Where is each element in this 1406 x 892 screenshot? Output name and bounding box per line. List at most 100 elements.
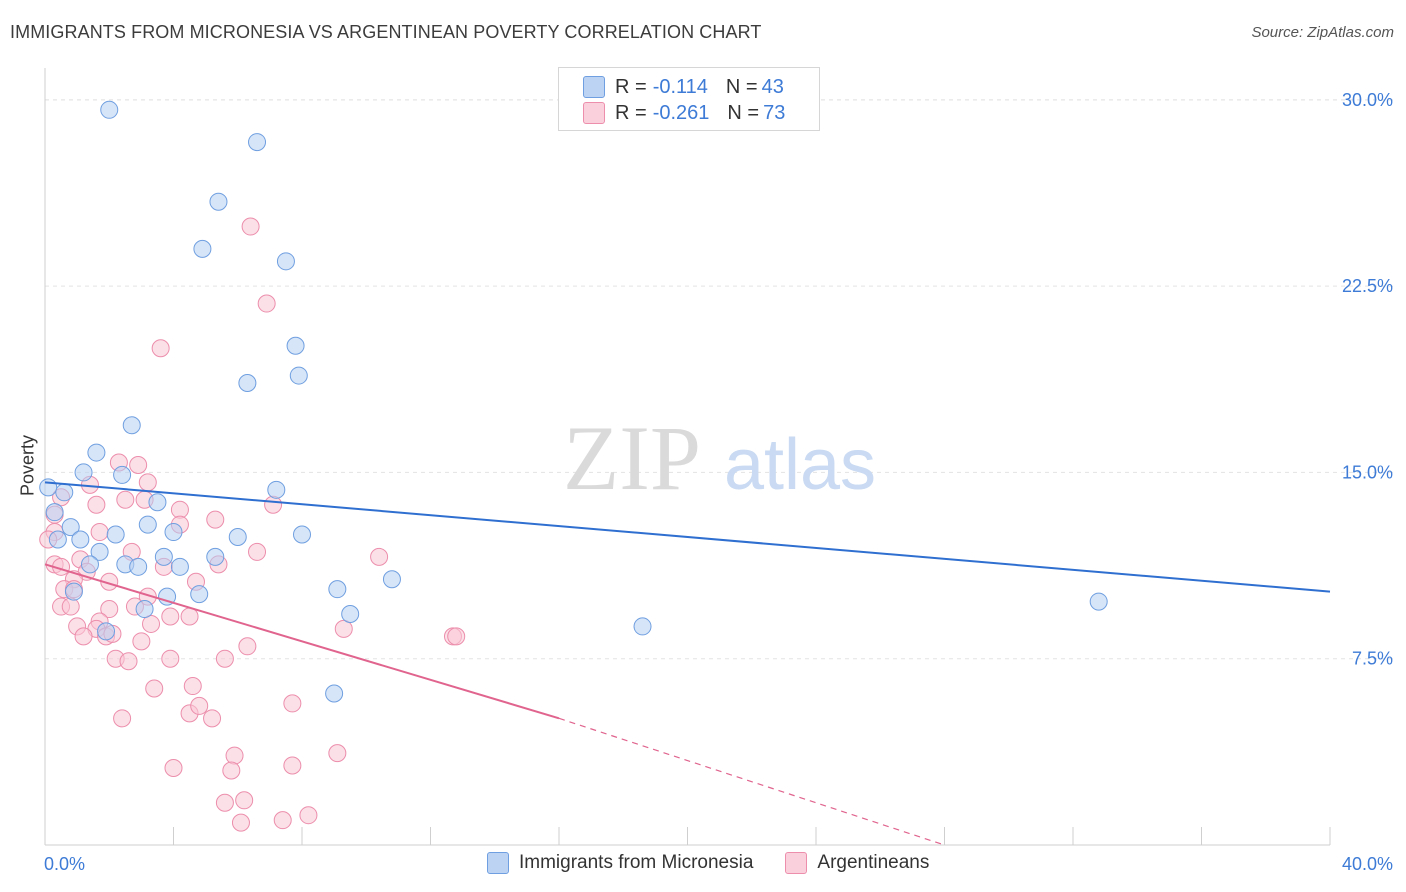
micronesia-point: [286, 336, 305, 355]
legend-swatch-micronesia: [487, 852, 509, 874]
y-tick-label: 30.0%: [1342, 90, 1393, 110]
micronesia-point: [164, 523, 183, 542]
legend-r-value: -0.114: [652, 75, 708, 98]
argentineans-point: [225, 746, 244, 765]
legend-n-value: 73: [763, 101, 786, 124]
argentineans-point: [370, 547, 389, 566]
micronesia-point: [341, 605, 360, 624]
legend-swatch-micronesia: [583, 76, 605, 98]
micronesia-point: [55, 483, 74, 502]
micronesia-point: [633, 617, 652, 636]
y-tick-label: 15.0%: [1342, 462, 1393, 482]
argentineans-point: [180, 607, 199, 626]
x-tick-label: 40.0%: [1342, 854, 1393, 874]
micronesia-point: [97, 622, 116, 641]
micronesia-point: [122, 416, 141, 435]
legend-n-value: 43: [761, 75, 784, 98]
argentineans-point: [161, 607, 180, 626]
micronesia-point: [328, 580, 347, 599]
legend-swatch-argentineans: [583, 102, 605, 124]
legend-row-argentineans: R = -0.261 N = 73: [583, 100, 785, 126]
legend-n-label: N =: [725, 75, 758, 98]
argentineans-point: [151, 339, 170, 358]
argentineans-point: [231, 813, 250, 832]
argentineans-point: [283, 694, 302, 713]
argentineans-point: [87, 495, 106, 514]
argentineans-point: [119, 652, 138, 671]
micronesia-point: [238, 374, 257, 393]
argentineans-point: [203, 709, 222, 728]
micronesia-point: [45, 503, 64, 522]
argentineans-point: [206, 510, 225, 529]
legend-r-label: R =: [615, 101, 647, 124]
chart-title: IMMIGRANTS FROM MICRONESIA VS ARGENTINEA…: [10, 22, 762, 42]
micronesia-point: [74, 463, 93, 482]
argentineans-trend-line: [44, 563, 560, 720]
legend-label-argentineans: Argentineans: [817, 852, 930, 873]
argentineans-point: [161, 649, 180, 668]
y-tick-label: 22.5%: [1342, 276, 1393, 296]
argentineans-point: [116, 490, 135, 509]
series-legend: Immigrants from Micronesia Argentineans: [487, 852, 929, 874]
argentineans-point: [328, 744, 347, 763]
micronesia-point: [158, 587, 177, 606]
argentineans-trend-extension: [558, 717, 945, 846]
argentineans-point: [113, 709, 132, 728]
argentineans-point: [238, 637, 257, 656]
argentineans-point: [215, 793, 234, 812]
legend-label-micronesia: Immigrants from Micronesia: [519, 852, 754, 873]
legend-r-label: R =: [615, 75, 647, 98]
argentineans-point: [190, 696, 209, 715]
micronesia-point: [138, 515, 157, 534]
micronesia-point: [39, 478, 58, 497]
micronesia-point: [90, 542, 109, 561]
micronesia-point: [193, 239, 212, 258]
argentineans-point: [222, 761, 241, 780]
watermark-zip: ZIP: [563, 407, 701, 509]
micronesia-trend-line: [44, 481, 1331, 593]
micronesia-point: [289, 366, 308, 385]
micronesia-point: [48, 530, 67, 549]
correlation-legend: R = -0.114 N = 43 R = -0.261 N = 73: [558, 67, 820, 131]
legend-swatch-argentineans: [785, 852, 808, 874]
legend-n-label: N =: [727, 101, 760, 124]
argentineans-point: [129, 455, 148, 474]
watermark: ZIP atlas: [563, 407, 876, 509]
micronesia-point: [1089, 592, 1108, 611]
micronesia-point: [61, 518, 80, 537]
argentineans-point: [273, 811, 292, 830]
argentineans-point: [248, 542, 267, 561]
micronesia-point: [100, 100, 119, 119]
micronesia-point: [209, 192, 228, 211]
argentineans-point: [145, 679, 164, 698]
argentineans-point: [164, 759, 183, 778]
argentineans-point: [132, 632, 151, 651]
argentineans-point: [215, 649, 234, 668]
x-tick-label: 0.0%: [44, 854, 85, 874]
micronesia-point: [154, 547, 173, 566]
micronesia-point: [135, 600, 154, 619]
argentineans-point: [100, 600, 119, 619]
micronesia-point: [106, 525, 125, 544]
trend-lines: [44, 481, 1331, 846]
argentineans-point: [241, 217, 260, 236]
argentineans-point: [183, 677, 202, 696]
micronesia-point: [293, 525, 311, 544]
micronesia-point: [382, 570, 401, 589]
micronesia-point: [87, 443, 106, 462]
argentineans-point: [257, 294, 276, 313]
argentineans-point: [138, 473, 157, 492]
micronesia-point: [170, 557, 189, 576]
argentineans-point: [283, 756, 302, 775]
micronesia-point: [148, 493, 167, 512]
argentineans-point: [61, 597, 80, 616]
micronesia-point: [71, 530, 90, 549]
argentineans-point: [90, 523, 109, 542]
tick-labels: 7.5% 15.0% 22.5% 30.0% 0.0% 40.0%: [44, 90, 1393, 874]
legend-row-micronesia: R = -0.114 N = 43: [583, 74, 784, 100]
axes: [44, 68, 1331, 846]
argentineans-point: [264, 495, 283, 514]
micronesia-point: [64, 582, 83, 601]
micronesia-point: [190, 585, 209, 604]
